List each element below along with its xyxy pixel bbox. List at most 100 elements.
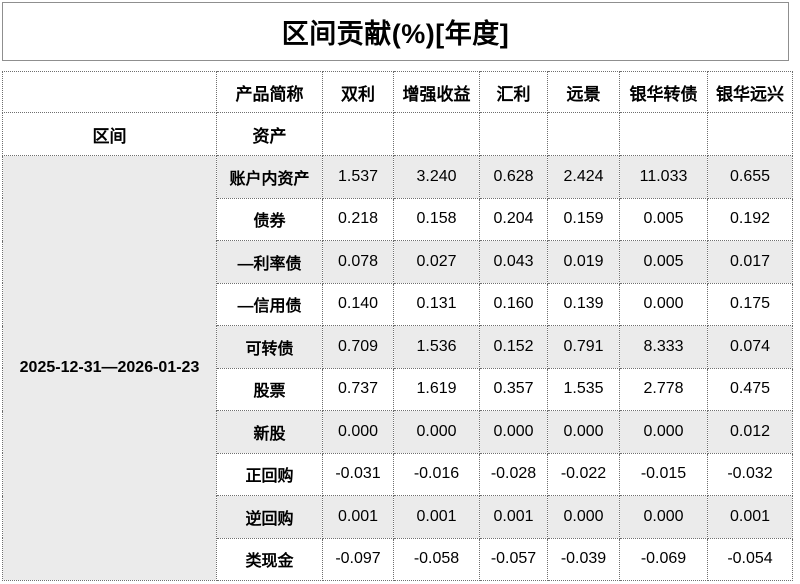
value-cell: 0.204	[479, 197, 548, 241]
table-row: 新股 0.000 0.000 0.000 0.000 0.000 0.012	[3, 410, 793, 454]
value-cell: -0.054	[707, 537, 793, 581]
asset-label: 新股	[216, 410, 323, 454]
value-cell: -0.015	[619, 452, 708, 496]
value-cell: 0.000	[547, 410, 620, 454]
asset-label: 债券	[216, 197, 323, 241]
value-cell: 0.005	[619, 240, 708, 284]
value-cell: 0.158	[393, 197, 480, 241]
value-cell: 1.619	[393, 367, 480, 411]
asset-label: 账户内资产	[216, 155, 323, 199]
value-cell: 0.019	[547, 240, 620, 284]
value-cell: 0.001	[707, 495, 793, 539]
value-cell: 0.017	[707, 240, 793, 284]
value-cell: 0.175	[707, 282, 793, 326]
value-cell: 0.001	[479, 495, 548, 539]
value-cell: 0.001	[393, 495, 480, 539]
table-row: 股票 0.737 1.619 0.357 1.535 2.778 0.475	[3, 367, 793, 411]
value-cell: 0.357	[479, 367, 548, 411]
value-cell: 0.005	[619, 197, 708, 241]
column-header-product-4: 远景	[547, 71, 620, 113]
column-header-product-2: 增强收益	[393, 71, 480, 113]
value-cell: 2.424	[547, 155, 620, 199]
value-cell: -0.039	[547, 537, 620, 581]
value-cell: 1.535	[547, 367, 620, 411]
value-cell: 0.139	[547, 282, 620, 326]
value-cell: 0.000	[619, 410, 708, 454]
value-cell: 0.000	[619, 495, 708, 539]
empty-header-cell	[322, 112, 394, 156]
value-cell: -0.057	[479, 537, 548, 581]
value-cell: 0.218	[322, 197, 394, 241]
value-cell: 0.192	[707, 197, 793, 241]
value-cell: 2.778	[619, 367, 708, 411]
value-cell: 0.140	[322, 282, 394, 326]
empty-header-cell	[707, 112, 793, 156]
value-cell: 0.475	[707, 367, 793, 411]
value-cell: 0.078	[322, 240, 394, 284]
empty-header-cell	[393, 112, 480, 156]
value-cell: 0.160	[479, 282, 548, 326]
value-cell: -0.032	[707, 452, 793, 496]
value-cell: 0.655	[707, 155, 793, 199]
value-cell: -0.031	[322, 452, 394, 496]
column-header-product: 产品简称	[216, 71, 323, 113]
asset-label: 正回购	[216, 452, 323, 496]
value-cell: 0.043	[479, 240, 548, 284]
table-row: 可转债 0.709 1.536 0.152 0.791 8.333 0.074	[3, 325, 793, 369]
asset-label: —利率债	[216, 240, 323, 284]
value-cell: 0.791	[547, 325, 620, 369]
value-cell: 1.536	[393, 325, 480, 369]
table-row: 2025-12-31—2026-01-23 账户内资产 1.537 3.240 …	[2, 155, 793, 581]
interval-value-cell: 2025-12-31—2026-01-23	[2, 155, 217, 581]
column-header-product-3: 汇利	[479, 71, 548, 113]
table-row: —利率债 0.078 0.027 0.043 0.019 0.005 0.017	[3, 240, 793, 284]
value-cell: 0.737	[322, 367, 394, 411]
value-cell: -0.028	[479, 452, 548, 496]
value-cell: 0.074	[707, 325, 793, 369]
value-cell: -0.097	[322, 537, 394, 581]
asset-label: —信用债	[216, 282, 323, 326]
interval-header: 区间	[2, 112, 217, 156]
asset-label: 可转债	[216, 325, 323, 369]
value-cell: 0.000	[479, 410, 548, 454]
value-cell: 3.240	[393, 155, 480, 199]
value-cell: 0.000	[393, 410, 480, 454]
value-cell: 0.000	[322, 410, 394, 454]
header-row-products: 产品简称 双利 增强收益 汇利 远景 银华转债 银华远兴	[2, 71, 793, 113]
empty-header-cell	[547, 112, 620, 156]
report-title-box: 区间贡献(%)[年度]	[2, 2, 789, 61]
column-header-product-6: 银华远兴	[707, 71, 793, 113]
value-cell: 0.628	[479, 155, 548, 199]
value-cell: 0.027	[393, 240, 480, 284]
page-title: 区间贡献(%)[年度]	[281, 19, 510, 49]
table-row: 逆回购 0.001 0.001 0.001 0.000 0.000 0.001	[3, 495, 793, 539]
table-row: 类现金 -0.097 -0.058 -0.057 -0.039 -0.069 -…	[3, 537, 793, 581]
value-cell: 11.033	[619, 155, 708, 199]
empty-header-cell	[479, 112, 548, 156]
table-row: 债券 0.218 0.158 0.204 0.159 0.005 0.192	[3, 197, 793, 241]
value-cell: 0.709	[322, 325, 394, 369]
column-header-product-5: 银华转债	[619, 71, 708, 113]
asset-label: 逆回购	[216, 495, 323, 539]
asset-label: 类现金	[216, 537, 323, 581]
asset-label: 股票	[216, 367, 323, 411]
empty-header-cell	[619, 112, 708, 156]
value-cell: 8.333	[619, 325, 708, 369]
asset-header: 资产	[216, 112, 323, 156]
table-row: —信用债 0.140 0.131 0.160 0.139 0.000 0.175	[3, 282, 793, 326]
value-cell: -0.022	[547, 452, 620, 496]
contribution-table: 产品简称 双利 增强收益 汇利 远景 银华转债 银华远兴 区间 资产 2025-…	[2, 71, 793, 581]
value-cell: 0.000	[619, 282, 708, 326]
value-cell: 0.000	[547, 495, 620, 539]
value-cell: 0.152	[479, 325, 548, 369]
value-cell: 0.131	[393, 282, 480, 326]
column-header-product-1: 双利	[322, 71, 394, 113]
value-cell: 1.537	[322, 155, 394, 199]
corner-cell	[2, 71, 217, 113]
value-cell: 0.159	[547, 197, 620, 241]
value-cell: -0.016	[393, 452, 480, 496]
value-cell: 0.001	[322, 495, 394, 539]
value-cell: -0.069	[619, 537, 708, 581]
header-row-interval: 区间 资产	[2, 112, 793, 156]
value-cell: -0.058	[393, 537, 480, 581]
